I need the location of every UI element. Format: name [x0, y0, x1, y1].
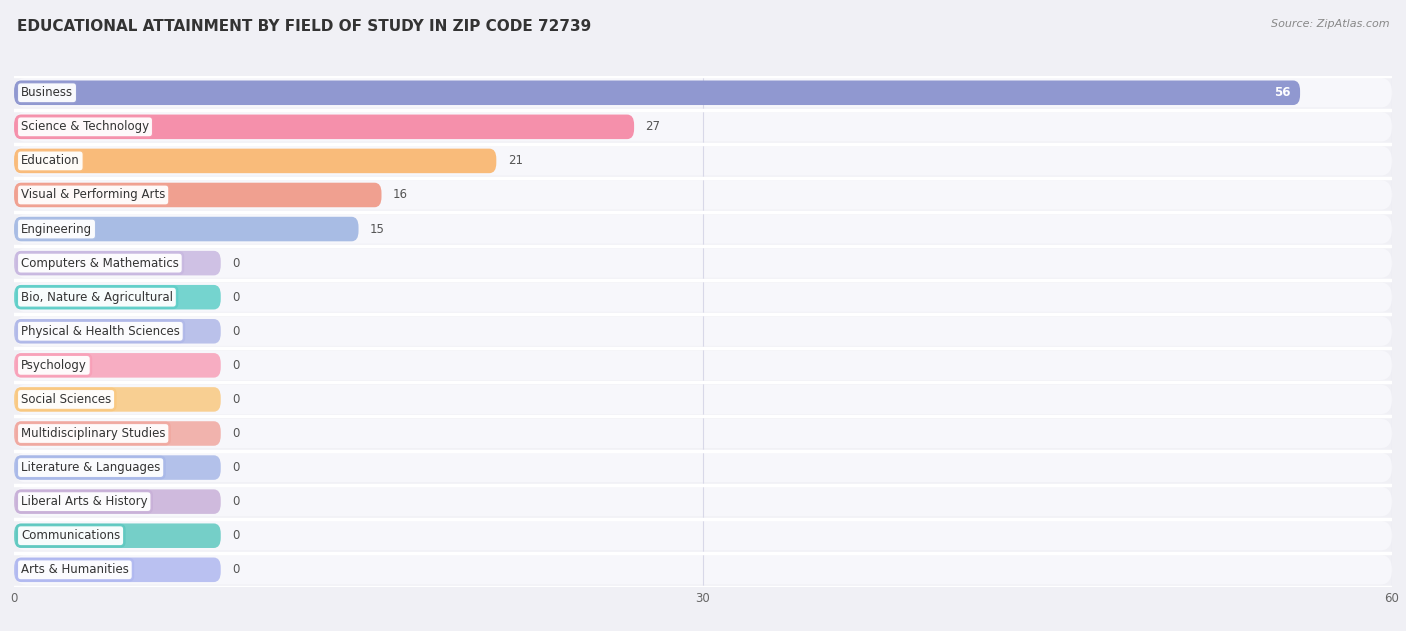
FancyBboxPatch shape [14, 456, 221, 480]
Text: Psychology: Psychology [21, 359, 87, 372]
FancyBboxPatch shape [14, 285, 221, 309]
FancyBboxPatch shape [14, 558, 221, 582]
FancyBboxPatch shape [14, 146, 1392, 175]
FancyBboxPatch shape [14, 487, 1392, 516]
Text: 0: 0 [232, 393, 239, 406]
FancyBboxPatch shape [14, 180, 1392, 209]
Text: 27: 27 [645, 121, 661, 133]
Text: Education: Education [21, 155, 80, 167]
FancyBboxPatch shape [14, 524, 221, 548]
Text: Arts & Humanities: Arts & Humanities [21, 563, 129, 576]
FancyBboxPatch shape [14, 385, 1392, 414]
FancyBboxPatch shape [14, 419, 1392, 448]
Text: Business: Business [21, 86, 73, 99]
Text: 56: 56 [1274, 86, 1291, 99]
Text: 0: 0 [232, 529, 239, 542]
FancyBboxPatch shape [14, 249, 1392, 278]
Text: 0: 0 [232, 257, 239, 269]
FancyBboxPatch shape [14, 115, 634, 139]
FancyBboxPatch shape [14, 422, 221, 445]
Text: 0: 0 [232, 325, 239, 338]
Text: Multidisciplinary Studies: Multidisciplinary Studies [21, 427, 166, 440]
FancyBboxPatch shape [14, 215, 1392, 244]
Text: Social Sciences: Social Sciences [21, 393, 111, 406]
Text: EDUCATIONAL ATTAINMENT BY FIELD OF STUDY IN ZIP CODE 72739: EDUCATIONAL ATTAINMENT BY FIELD OF STUDY… [17, 19, 591, 34]
FancyBboxPatch shape [14, 283, 1392, 312]
Text: 0: 0 [232, 427, 239, 440]
Text: 0: 0 [232, 563, 239, 576]
Text: Source: ZipAtlas.com: Source: ZipAtlas.com [1271, 19, 1389, 29]
FancyBboxPatch shape [14, 78, 1392, 107]
Text: Bio, Nature & Agricultural: Bio, Nature & Agricultural [21, 291, 173, 304]
FancyBboxPatch shape [14, 387, 221, 411]
Text: 0: 0 [232, 291, 239, 304]
FancyBboxPatch shape [14, 555, 1392, 584]
Text: Communications: Communications [21, 529, 120, 542]
FancyBboxPatch shape [14, 217, 359, 241]
Text: Physical & Health Sciences: Physical & Health Sciences [21, 325, 180, 338]
Text: 15: 15 [370, 223, 385, 235]
Text: 0: 0 [232, 495, 239, 508]
FancyBboxPatch shape [14, 490, 221, 514]
FancyBboxPatch shape [14, 351, 1392, 380]
FancyBboxPatch shape [14, 317, 1392, 346]
Text: Science & Technology: Science & Technology [21, 121, 149, 133]
FancyBboxPatch shape [14, 453, 1392, 482]
Text: Literature & Languages: Literature & Languages [21, 461, 160, 474]
FancyBboxPatch shape [14, 251, 221, 275]
FancyBboxPatch shape [14, 183, 381, 207]
FancyBboxPatch shape [14, 319, 221, 343]
FancyBboxPatch shape [14, 149, 496, 173]
Text: 21: 21 [508, 155, 523, 167]
Text: Engineering: Engineering [21, 223, 91, 235]
Text: Visual & Performing Arts: Visual & Performing Arts [21, 189, 166, 201]
FancyBboxPatch shape [14, 353, 221, 377]
Text: Computers & Mathematics: Computers & Mathematics [21, 257, 179, 269]
FancyBboxPatch shape [14, 521, 1392, 550]
Text: 0: 0 [232, 461, 239, 474]
Text: Liberal Arts & History: Liberal Arts & History [21, 495, 148, 508]
Text: 0: 0 [232, 359, 239, 372]
Text: 16: 16 [394, 189, 408, 201]
FancyBboxPatch shape [14, 81, 1301, 105]
FancyBboxPatch shape [14, 112, 1392, 141]
